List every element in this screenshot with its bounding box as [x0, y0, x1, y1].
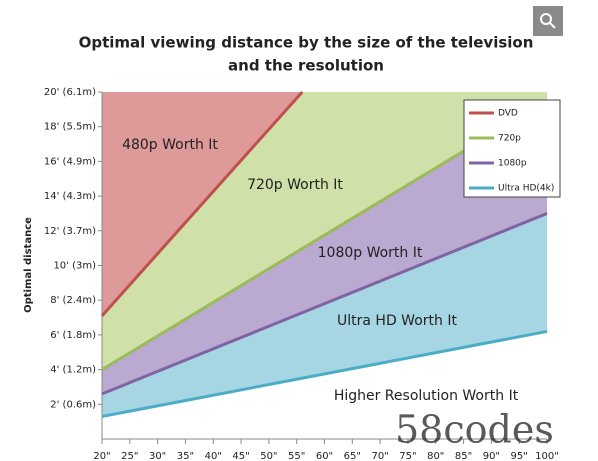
legend-label: 1080p — [498, 159, 527, 169]
watermark: 58codes — [395, 408, 554, 452]
region-label: 480p Worth It — [122, 137, 218, 153]
x-tick-label: 60" — [316, 451, 333, 461]
y-tick-label: 16' (4.9m) — [44, 156, 96, 167]
y-tick-label: 6' (1.8m) — [50, 330, 96, 341]
y-tick-label: 12' (3.7m) — [44, 226, 96, 237]
y-tick-label: 2' (0.6m) — [50, 399, 96, 410]
y-tick-label: 20' (6.1m) — [44, 87, 96, 98]
x-tick-label: 75" — [399, 451, 416, 461]
region — [102, 213, 547, 417]
x-tick-label: 65" — [344, 451, 361, 461]
series-line — [100, 90, 304, 317]
y-tick-label: 4' (1.2m) — [50, 365, 96, 376]
region — [102, 92, 547, 370]
search-icon — [549, 22, 556, 29]
x-tick-label: 50" — [260, 451, 277, 461]
x-tick-label: 85" — [455, 451, 472, 461]
x-tick-label: 70" — [371, 451, 388, 461]
y-tick-label: 8' (2.4m) — [50, 295, 96, 306]
x-tick-label: 95" — [511, 451, 528, 461]
x-tick-label: 80" — [427, 451, 444, 461]
series-line — [101, 329, 548, 418]
chart-title: and the resolution — [228, 57, 384, 75]
search-button[interactable] — [533, 6, 563, 36]
search-icon — [540, 13, 552, 25]
series-line — [101, 212, 548, 396]
y-axis-label: Optimal distance — [23, 217, 34, 313]
y-tick-label: 18' (5.5m) — [44, 122, 96, 133]
legend-label: 720p — [498, 134, 521, 144]
y-tick-label: 14' (4.3m) — [44, 191, 96, 202]
x-tick-label: 30" — [149, 451, 166, 461]
region-label: 720p Worth It — [247, 177, 343, 193]
x-tick-label: 25" — [121, 451, 138, 461]
x-tick-label: 40" — [205, 451, 222, 461]
x-tick-label: 90" — [483, 451, 500, 461]
x-tick-label: 45" — [232, 451, 249, 461]
x-tick-label: 20" — [93, 451, 110, 461]
chart-title: Optimal viewing distance by the size of … — [79, 34, 534, 52]
legend-label: DVD — [498, 109, 518, 119]
x-tick-label: 35" — [177, 451, 194, 461]
legend-label: Ultra HD(4k) — [498, 184, 554, 194]
x-tick-label: 100" — [535, 451, 559, 461]
region — [102, 100, 547, 394]
y-tick-label: 10' (3m) — [53, 261, 96, 272]
x-tick-label: 55" — [288, 451, 305, 461]
region-label: Ultra HD Worth It — [337, 313, 457, 329]
region-label: 1080p Worth It — [318, 245, 423, 261]
region-label: Higher Resolution Worth It — [334, 388, 519, 404]
legend-box — [463, 99, 561, 198]
